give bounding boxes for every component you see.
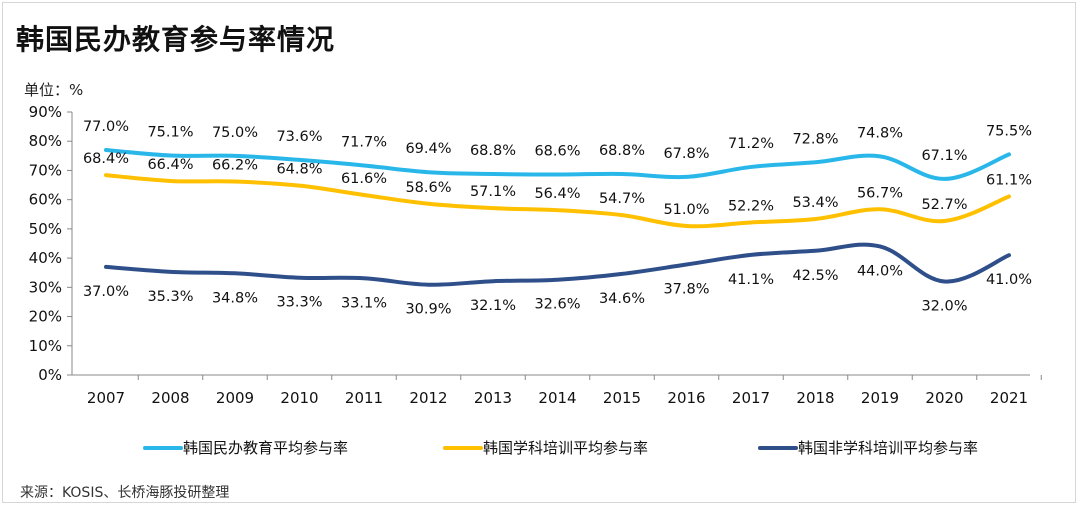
chart-title: 韩国民办教育参与率情况 xyxy=(16,23,336,56)
data-label: 68.6% xyxy=(534,144,580,160)
data-label: 57.1% xyxy=(470,184,516,200)
x-tick-label: 2018 xyxy=(796,389,834,407)
x-tick-label: 2019 xyxy=(861,389,899,407)
legend-label-3: 韩国非学科培训平均参与率 xyxy=(798,439,978,457)
data-label: 77.0% xyxy=(83,119,129,135)
data-label: 67.8% xyxy=(663,146,709,162)
data-label: 64.8% xyxy=(276,162,322,178)
legend-label-2: 韩国学科培训平均参与率 xyxy=(483,439,648,457)
x-tick-label: 2017 xyxy=(732,389,770,407)
x-tick-label: 2014 xyxy=(538,389,576,407)
data-label: 30.9% xyxy=(405,302,451,318)
x-tick-label: 2016 xyxy=(667,389,705,407)
data-label: 32.6% xyxy=(534,297,580,313)
series-line-2 xyxy=(104,173,1011,229)
data-label: 35.3% xyxy=(147,289,193,305)
data-label: 74.8% xyxy=(857,125,903,141)
y-tick-label: 0% xyxy=(38,366,62,384)
data-label: 51.0% xyxy=(663,202,709,218)
data-label: 34.8% xyxy=(212,290,258,306)
y-tick-label: 40% xyxy=(29,249,62,267)
data-label: 72.8% xyxy=(792,131,838,147)
x-tick-label: 2007 xyxy=(87,389,125,407)
y-tick-label: 80% xyxy=(29,132,62,150)
data-label: 53.4% xyxy=(792,195,838,211)
data-label: 66.4% xyxy=(147,157,193,173)
data-label: 52.2% xyxy=(728,198,774,214)
y-tick-label: 70% xyxy=(29,161,62,179)
x-tick-label: 2021 xyxy=(990,389,1028,407)
y-tick-label: 30% xyxy=(29,278,62,296)
data-label: 58.6% xyxy=(405,180,451,196)
data-label: 32.0% xyxy=(921,298,967,314)
x-tick-label: 2011 xyxy=(345,389,383,407)
data-label: 33.1% xyxy=(341,295,387,311)
y-tick-label: 20% xyxy=(29,308,62,326)
y-tick-label: 90% xyxy=(29,103,62,121)
y-tick-label: 50% xyxy=(29,220,62,238)
data-label: 68.8% xyxy=(470,143,516,159)
series-line-3 xyxy=(104,242,1011,287)
data-label: 32.1% xyxy=(470,298,516,314)
y-tick-label: 10% xyxy=(29,337,62,355)
x-tick-label: 2009 xyxy=(216,389,254,407)
data-label: 37.0% xyxy=(83,284,129,300)
data-label: 41.0% xyxy=(986,272,1032,288)
data-label: 44.0% xyxy=(857,263,903,279)
source-note: 来源：KOSIS、长桥海豚投研整理 xyxy=(20,485,230,501)
series-line-1 xyxy=(104,147,1011,181)
data-label: 56.4% xyxy=(534,186,580,202)
unit-label: 单位：% xyxy=(24,81,84,99)
data-label: 66.2% xyxy=(212,158,258,174)
x-tick-label: 2013 xyxy=(474,389,512,407)
data-label: 71.2% xyxy=(728,136,774,152)
data-label: 71.7% xyxy=(341,134,387,150)
x-tick-label: 2020 xyxy=(925,389,963,407)
data-label: 73.6% xyxy=(276,129,322,145)
data-label: 42.5% xyxy=(792,268,838,284)
data-label: 33.3% xyxy=(276,295,322,311)
data-label: 41.1% xyxy=(728,272,774,288)
data-label: 75.5% xyxy=(986,123,1032,139)
data-label: 68.8% xyxy=(599,143,645,159)
data-label: 68.4% xyxy=(83,151,129,167)
y-tick-label: 60% xyxy=(29,191,62,209)
data-label: 61.1% xyxy=(986,172,1032,188)
x-tick-label: 2015 xyxy=(603,389,641,407)
legend-label-1: 韩国民办教育平均参与率 xyxy=(183,439,348,457)
data-label: 56.7% xyxy=(857,185,903,201)
data-label: 75.1% xyxy=(147,125,193,141)
data-label: 34.6% xyxy=(599,291,645,307)
x-tick-label: 2008 xyxy=(151,389,189,407)
data-label: 54.7% xyxy=(599,191,645,207)
data-label: 52.7% xyxy=(921,197,967,213)
data-label: 69.4% xyxy=(405,141,451,157)
data-label: 75.0% xyxy=(212,125,258,141)
data-label: 37.8% xyxy=(663,282,709,298)
data-label: 67.1% xyxy=(921,148,967,164)
x-tick-label: 2012 xyxy=(409,389,447,407)
data-label: 61.6% xyxy=(341,171,387,187)
x-tick-label: 2010 xyxy=(280,389,318,407)
